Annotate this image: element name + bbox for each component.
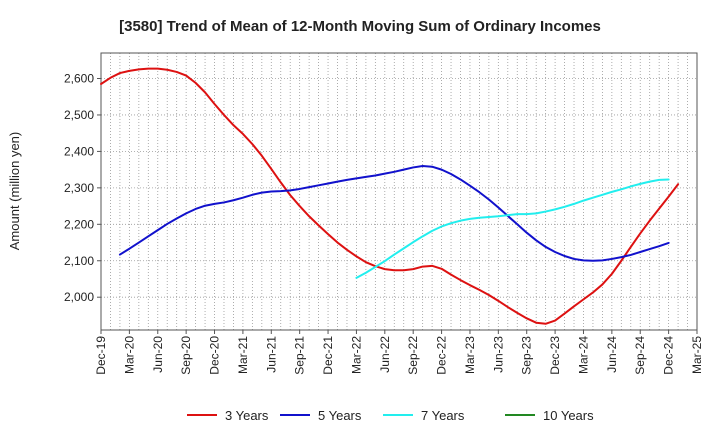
series-line-5-years: [118, 164, 670, 262]
legend-label: 5 Years: [318, 408, 362, 423]
x-tick-label: Mar-22: [349, 336, 363, 374]
x-tick-label: Mar-21: [236, 336, 250, 374]
x-tick-label: Jun-24: [605, 336, 619, 373]
x-tick-label: Jun-23: [491, 336, 505, 373]
x-tick-label: Mar-25: [690, 336, 704, 374]
x-tick-label: Dec-22: [435, 336, 449, 375]
x-tick-label: Sep-21: [293, 336, 307, 375]
x-tick-label: Sep-22: [406, 336, 420, 375]
legend-label: 3 Years: [225, 408, 269, 423]
grid-lines: [101, 53, 697, 330]
y-tick-label: 2,300: [64, 181, 94, 195]
x-tick-label: Dec-19: [94, 336, 108, 375]
y-tick-label: 2,400: [64, 144, 94, 158]
y-axis-label: Amount (million yen): [7, 132, 22, 251]
x-tick-label: Dec-24: [662, 336, 676, 375]
y-tick-label: 2,000: [64, 290, 94, 304]
x-tick-label: Dec-23: [548, 336, 562, 375]
x-axis-ticks: Dec-19 Mar-20 Jun-20 Sep-20 Dec-20 Mar-21 Jun-…: [94, 330, 704, 375]
x-tick-label: Mar-20: [122, 336, 136, 374]
legend: 3 Years 5 Years 7 Years 10 Years: [187, 408, 594, 423]
x-tick-label: Dec-21: [321, 336, 335, 375]
x-tick-label: Jun-21: [264, 336, 278, 373]
series-line-7-years: [355, 178, 670, 279]
x-tick-label: Jun-20: [151, 336, 165, 373]
plot-area-frame: [100, 52, 698, 331]
x-tick-label: Sep-23: [520, 336, 534, 375]
legend-label: 10 Years: [543, 408, 594, 423]
y-tick-label: 2,100: [64, 254, 94, 268]
y-tick-label: 2,500: [64, 108, 94, 122]
y-tick-label: 2,200: [64, 217, 94, 231]
x-tick-label: Dec-20: [208, 336, 222, 375]
series-line-3-years: [100, 67, 680, 325]
chart-title: [3580] Trend of Mean of 12-Month Moving …: [119, 18, 601, 35]
x-tick-label: Jun-22: [378, 336, 392, 373]
legend-label: 7 Years: [421, 408, 465, 423]
x-tick-label: Mar-24: [576, 336, 590, 374]
series-lines: [100, 67, 680, 325]
y-axis-ticks: 2,000 2,100 2,200 2,300 2,400 2,500 2,600: [64, 72, 101, 304]
plot-area-background: [101, 53, 697, 330]
x-tick-label: Sep-20: [179, 336, 193, 375]
x-tick-label: Sep-24: [633, 336, 647, 375]
x-tick-label: Mar-23: [463, 336, 477, 374]
y-tick-label: 2,600: [64, 72, 94, 86]
